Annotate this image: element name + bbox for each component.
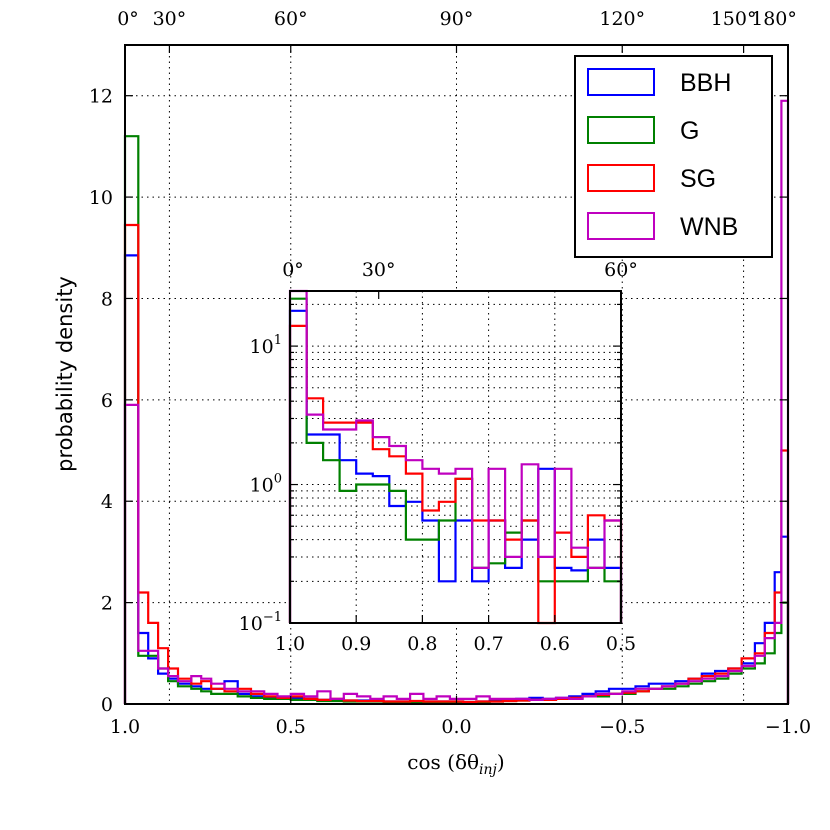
legend-label-bbh: BBH <box>680 69 731 97</box>
top-axis-tick-label: 150° <box>711 8 757 30</box>
inset-top-tick-label: 0° <box>282 259 304 281</box>
x-axis-tick-label: −0.5 <box>599 716 645 738</box>
y-axis-tick-label: 8 <box>101 288 113 310</box>
inset-ticks <box>289 291 622 623</box>
x-axis-tick-label: 0.5 <box>276 716 306 738</box>
x-axis-tick-label: 0.0 <box>441 716 471 738</box>
main-tick-labels: 0° 30° 60° 90° 120° 150°180° 0 2 4 6 8 10 12 1.0 0.5 0.… <box>89 8 811 738</box>
inset-plot: 10−1 100 101 1.0 0.9 0.8 0.7 0.6 0.5 0° 30° 60° <box>239 259 638 655</box>
legend-label-wnb: WNB <box>680 213 738 241</box>
inset-x-tick-label: 0.5 <box>606 633 636 655</box>
inset-histograms <box>288 289 623 625</box>
legend-swatch-g <box>587 116 655 144</box>
legend-label-sg: SG <box>680 165 716 193</box>
inset-x-tick-label: 0.7 <box>473 633 503 655</box>
inset-top-tick-label: 60° <box>604 259 638 281</box>
y-axis-tick-label: 10 <box>89 187 113 209</box>
inset-x-tick-label: 0.8 <box>407 633 437 655</box>
y-axis-tick-label: 6 <box>101 390 113 412</box>
main-histograms <box>123 99 790 704</box>
legend-swatch-wnb <box>587 212 655 240</box>
inset-y-tick-label: 100 <box>250 472 282 497</box>
main-ticks <box>124 45 789 705</box>
top-axis-tick-label: 60° <box>274 8 308 30</box>
inset-frame <box>289 290 622 624</box>
y-axis-tick-label: 2 <box>101 593 113 615</box>
inset-y-tick-label: 101 <box>250 333 282 358</box>
top-axis-tick-label: 180° <box>751 8 797 30</box>
inset-histogram-wnb <box>288 289 623 623</box>
inset-top-tick-label: 30° <box>362 259 396 281</box>
legend-label-g: G <box>680 117 699 145</box>
y-axis-tick-label: 4 <box>101 491 113 513</box>
top-axis-tick-label: 120° <box>599 8 645 30</box>
histogram-wnb <box>123 99 790 704</box>
top-axis-tick-label: 90° <box>440 8 474 30</box>
legend-swatch-bbh <box>587 68 655 96</box>
top-axis-tick-label: 0° <box>117 8 139 30</box>
inset-x-tick-label: 1.0 <box>275 633 305 655</box>
y-axis-label: probability density <box>53 276 77 472</box>
inset-tick-labels: 10−1 100 101 1.0 0.9 0.8 0.7 0.6 0.5 0° 30° 60° <box>239 259 638 655</box>
y-axis-tick-label: 12 <box>89 86 113 108</box>
x-axis-label: cos (δθinj) <box>407 750 504 778</box>
inset-x-tick-label: 0.9 <box>341 633 371 655</box>
inset-y-tick-label: 10−1 <box>239 610 282 635</box>
inset-x-tick-label: 0.6 <box>540 633 570 655</box>
top-axis-tick-label: 30° <box>153 8 187 30</box>
x-axis-tick-label: −1.0 <box>765 716 811 738</box>
x-axis-tick-label: 1.0 <box>110 716 140 738</box>
legend: BBH G SG WNB <box>574 55 773 258</box>
legend-swatch-sg <box>587 164 655 192</box>
legend-box <box>574 55 773 258</box>
y-axis-tick-label: 0 <box>101 694 113 716</box>
